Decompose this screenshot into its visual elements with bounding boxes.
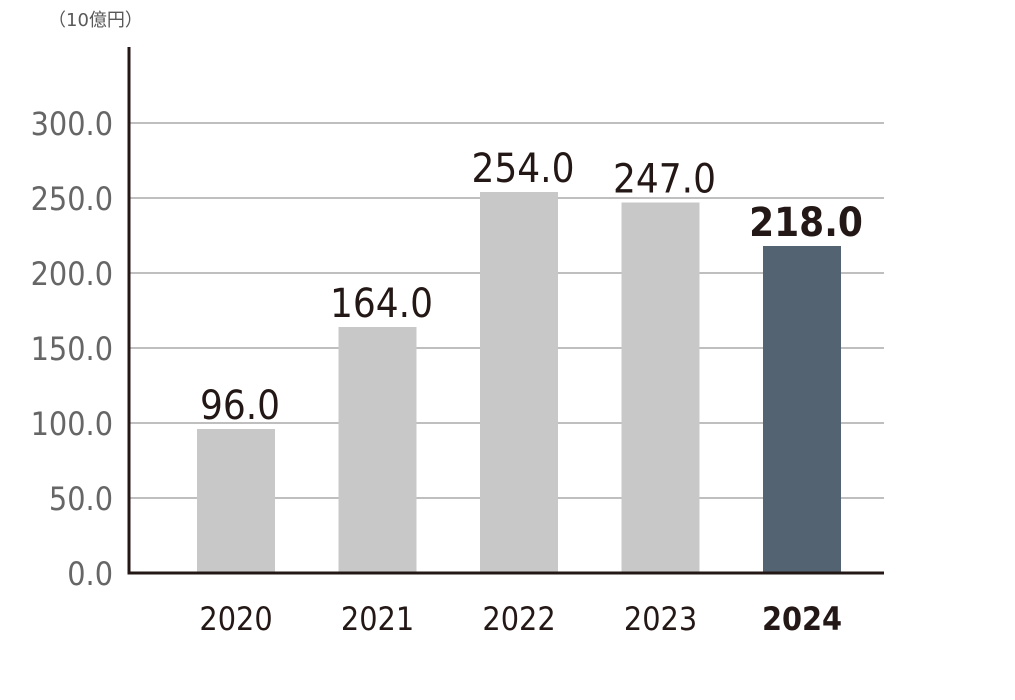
bar-2021 — [338, 327, 417, 573]
y-tick-label: 150.0 — [31, 330, 113, 368]
unit-label: （10億円） — [48, 10, 143, 31]
value-label-2020: 96.0 — [200, 383, 280, 429]
value-label-2022: 254.0 — [472, 146, 575, 192]
bar-2024 — [763, 246, 841, 573]
y-axis-ticks: 0.0 50.0 100.0 150.0 200.0 250.0 300.0 — [31, 105, 113, 593]
bar-2023 — [621, 202, 700, 573]
y-tick-label: 200.0 — [31, 255, 113, 293]
value-labels: 96.0 164.0 254.0 247.0 218.0 — [200, 146, 863, 429]
y-tick-label: 0.0 — [67, 555, 113, 593]
x-tick-label-2024: 2024 — [762, 600, 842, 638]
y-tick-label: 300.0 — [31, 105, 113, 143]
x-tick-label-2021: 2021 — [341, 600, 414, 638]
x-tick-label-2022: 2022 — [482, 600, 555, 638]
value-label-2024: 218.0 — [749, 200, 863, 246]
x-tick-label-2020: 2020 — [199, 600, 272, 638]
y-tick-label: 250.0 — [31, 180, 113, 218]
x-tick-label-2023: 2023 — [624, 600, 697, 638]
bars — [197, 192, 841, 573]
x-axis-ticks: 2020 2021 2022 2023 2024 — [199, 600, 842, 638]
y-tick-label: 100.0 — [31, 405, 113, 443]
value-label-2023: 247.0 — [613, 157, 716, 203]
y-tick-label: 50.0 — [49, 480, 113, 518]
bar-2022 — [480, 192, 558, 573]
bar-2020 — [197, 429, 275, 573]
value-label-2021: 164.0 — [330, 281, 433, 327]
